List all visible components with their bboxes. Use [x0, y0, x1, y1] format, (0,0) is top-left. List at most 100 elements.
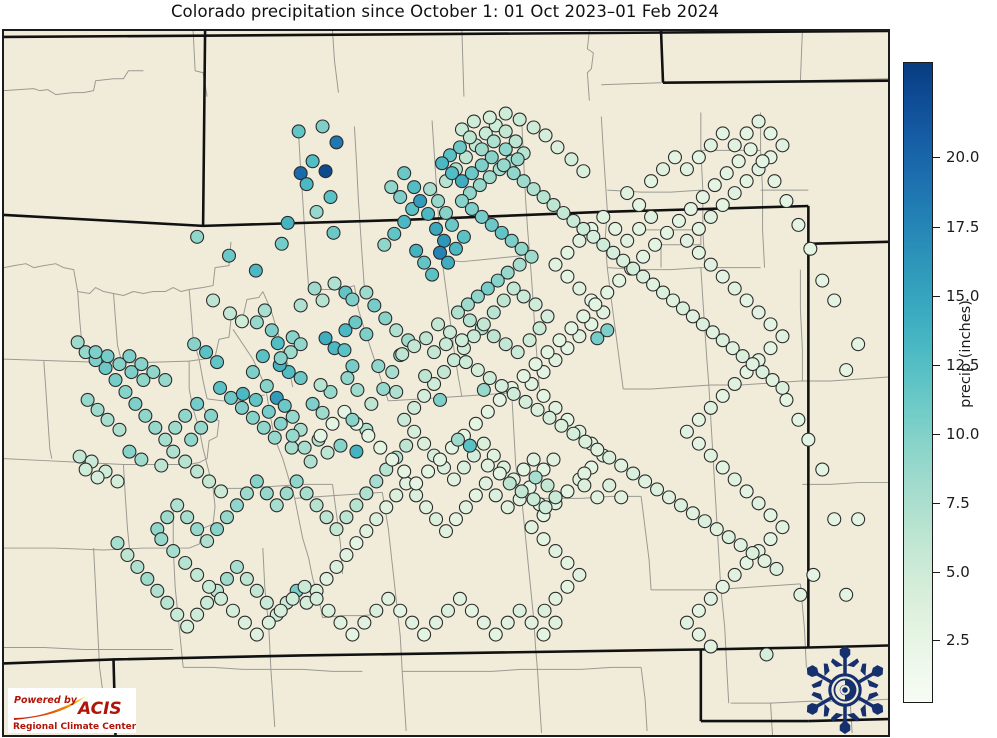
station-marker [444, 217, 459, 232]
station-marker [320, 445, 335, 460]
station-marker [715, 126, 730, 141]
map-plot-area[interactable] [2, 29, 890, 737]
station-marker [751, 305, 766, 320]
station-marker [407, 400, 422, 415]
station-marker [548, 615, 563, 630]
station-marker [522, 333, 537, 348]
station-marker [685, 506, 700, 521]
station-marker [369, 603, 384, 618]
station-marker [546, 198, 561, 213]
station-marker [429, 512, 444, 527]
station-marker [532, 321, 547, 336]
station-marker [550, 140, 565, 155]
station-marker [703, 400, 718, 415]
station-marker [620, 186, 635, 201]
snowflake-arm [830, 690, 860, 734]
station-marker [496, 293, 511, 308]
station-marker [524, 615, 539, 630]
station-marker [492, 392, 507, 407]
station-marker [120, 548, 135, 563]
station-marker [248, 263, 263, 278]
station-marker [118, 384, 133, 399]
station-marker [234, 314, 249, 329]
station-marker [695, 317, 710, 332]
station-marker [326, 225, 341, 240]
station-marker [600, 323, 615, 338]
station-marker [291, 124, 306, 139]
colorbar-tick [933, 365, 940, 366]
station-marker [338, 323, 353, 338]
station-marker [367, 298, 382, 313]
land-background [4, 31, 888, 735]
station-marker [667, 150, 682, 165]
station-marker [498, 142, 513, 157]
station-marker [438, 337, 454, 352]
colorbar[interactable]: 2.5 5.0 7.5 10.0 12.5 15.0 17.5 20.0 [903, 62, 979, 703]
station-marker [450, 432, 465, 447]
station-marker [537, 603, 552, 618]
station-marker [285, 428, 300, 443]
colorado-climate-center-snowflake-logo[interactable] [801, 646, 889, 734]
station-marker [504, 233, 519, 248]
station-marker [791, 217, 806, 232]
station-marker [725, 341, 740, 356]
station-marker [313, 377, 328, 392]
station-marker [679, 615, 694, 630]
station-marker [675, 301, 690, 316]
station-marker [108, 373, 123, 388]
station-marker [636, 249, 651, 264]
station-marker [498, 106, 513, 121]
station-marker [448, 241, 463, 256]
station-marker [767, 174, 782, 189]
station-marker [703, 591, 718, 606]
station-marker [239, 571, 254, 586]
station-marker [158, 432, 173, 447]
station-marker [514, 241, 529, 256]
station-marker [140, 571, 155, 586]
station-marker [644, 209, 659, 224]
station-marker [707, 178, 722, 193]
station-marker [739, 293, 754, 308]
acis-logo[interactable]: Powered by ACIS Regional Climate Centers [8, 688, 136, 733]
station-marker [329, 559, 344, 574]
station-marker [190, 522, 205, 537]
station-marker [90, 402, 105, 417]
station-marker [540, 478, 555, 493]
station-marker [340, 371, 355, 386]
station-marker [221, 248, 237, 263]
station-marker [492, 466, 507, 481]
station-marker [450, 305, 465, 320]
snowflake-icon [806, 646, 884, 734]
station-marker [213, 380, 228, 395]
station-marker [180, 510, 195, 525]
station-marker [285, 591, 300, 606]
station-marker [190, 607, 205, 622]
station-marker [526, 182, 541, 197]
station-marker [395, 347, 410, 362]
station-marker [851, 337, 866, 352]
station-marker [219, 571, 235, 586]
station-marker [359, 486, 374, 501]
station-marker [315, 293, 330, 308]
station-marker [371, 359, 386, 374]
station-marker [249, 474, 264, 489]
station-marker [313, 428, 328, 443]
station-marker [399, 438, 414, 453]
station-marker [407, 424, 422, 439]
station-marker [397, 464, 412, 479]
station-marker [333, 438, 348, 453]
station-marker [448, 512, 463, 527]
station-marker [122, 349, 137, 364]
station-marker [339, 548, 354, 563]
station-marker [190, 229, 205, 244]
station-marker [560, 579, 575, 594]
station-marker [440, 603, 456, 618]
station-marker [249, 315, 264, 330]
station-marker [373, 440, 388, 455]
station-marker [319, 571, 334, 586]
station-marker [576, 221, 591, 236]
station-marker [839, 363, 854, 378]
station-marker [146, 365, 161, 380]
station-marker [500, 265, 515, 280]
station-marker [751, 496, 766, 511]
